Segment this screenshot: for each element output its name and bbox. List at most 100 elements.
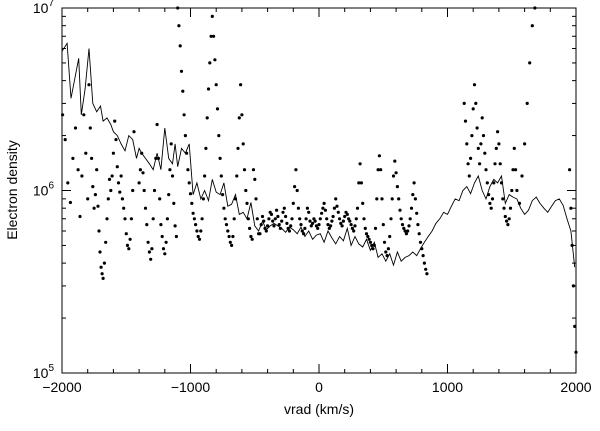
data-point (114, 138, 118, 142)
data-point (571, 284, 576, 288)
data-point (389, 217, 393, 221)
data-point (191, 211, 195, 215)
data-point (273, 217, 277, 221)
data-point (209, 34, 213, 38)
data-point (242, 168, 247, 172)
data-point (76, 168, 80, 172)
data-point (250, 237, 254, 241)
data-point (386, 247, 390, 251)
data-point (397, 197, 401, 201)
data-point (104, 240, 108, 244)
data-point (97, 229, 101, 233)
data-point (493, 162, 497, 166)
data-point (109, 188, 113, 193)
data-point (149, 257, 153, 261)
y-tick-base: 10 (33, 183, 49, 199)
data-point (172, 201, 176, 205)
data-point (200, 217, 204, 221)
data-point (240, 113, 244, 117)
y-tick-base: 10 (33, 365, 49, 381)
data-point (168, 168, 172, 172)
data-point (282, 206, 286, 210)
data-point (147, 250, 151, 254)
data-point (497, 142, 501, 146)
data-point (275, 208, 279, 212)
data-point (258, 232, 262, 236)
data-point (267, 217, 271, 221)
data-point (411, 193, 415, 197)
data-point (203, 174, 207, 178)
data-point (413, 197, 417, 201)
data-point (303, 226, 307, 230)
data-point (358, 162, 362, 166)
data-point (321, 206, 325, 210)
data-point (174, 234, 178, 239)
data-point (219, 174, 223, 178)
data-point (138, 168, 142, 172)
data-point (326, 223, 330, 227)
data-point (338, 217, 342, 221)
data-point (294, 168, 298, 172)
data-point (129, 217, 133, 221)
data-point (320, 211, 324, 215)
data-point (91, 185, 95, 189)
data-point (408, 217, 412, 221)
data-point (384, 250, 388, 254)
y-tick-exponent: 6 (48, 181, 54, 192)
data-point (528, 61, 532, 65)
data-point (230, 243, 234, 247)
data-point (569, 206, 573, 210)
data-point (73, 126, 78, 130)
data-point (366, 234, 370, 239)
data-point (510, 188, 514, 193)
data-point (141, 171, 145, 175)
data-point (190, 201, 194, 205)
data-point (568, 168, 572, 172)
data-point (505, 219, 509, 223)
data-point (186, 168, 190, 172)
data-point (90, 156, 94, 160)
data-point (368, 240, 372, 244)
data-point (88, 126, 92, 130)
data-point (217, 134, 221, 138)
data-point (501, 197, 505, 201)
data-point (418, 240, 423, 244)
data-point (176, 6, 180, 10)
data-point (398, 208, 402, 212)
data-point (128, 237, 132, 241)
data-point (213, 58, 217, 62)
data-point (393, 159, 397, 163)
data-point (304, 217, 308, 221)
data-point (313, 219, 317, 223)
data-point (284, 214, 288, 219)
data-point (377, 154, 381, 158)
data-point (101, 276, 105, 280)
data-point (425, 272, 429, 276)
data-point (300, 229, 304, 233)
data-point (201, 197, 205, 201)
data-point (93, 193, 97, 197)
data-point (95, 168, 99, 172)
data-point (248, 226, 252, 230)
x-tick-label: −2000 (42, 379, 82, 395)
x-axis-label: vrad (km/s) (284, 401, 354, 417)
data-point (156, 156, 160, 160)
data-point (271, 219, 275, 223)
data-point (498, 162, 502, 166)
data-point (63, 138, 67, 142)
data-point (403, 229, 407, 233)
data-point (487, 193, 491, 197)
data-point (264, 229, 268, 233)
data-point (215, 107, 220, 111)
data-point (226, 229, 230, 233)
data-point (391, 174, 396, 178)
data-point (224, 223, 229, 227)
data-point (204, 146, 208, 150)
data-point (199, 229, 203, 233)
data-point (489, 206, 493, 210)
data-point (61, 113, 65, 117)
y-tick-label: 105 (33, 363, 55, 381)
data-point (573, 324, 577, 328)
x-tick-label: 0 (315, 379, 323, 395)
data-point (160, 234, 164, 239)
